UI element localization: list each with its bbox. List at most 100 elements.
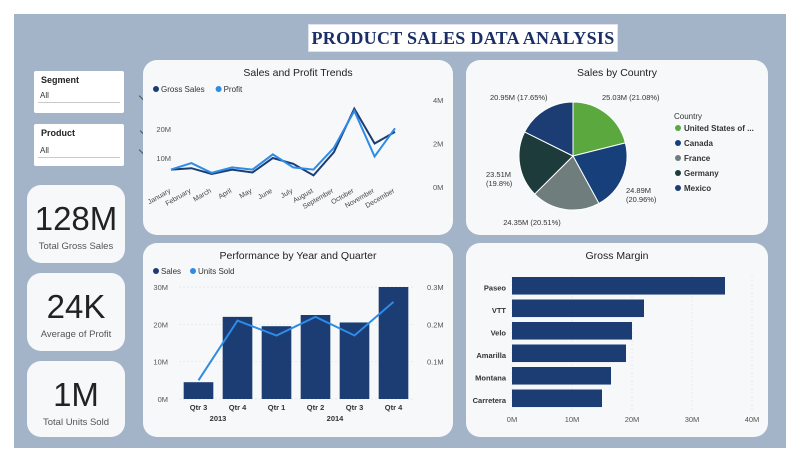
bar bbox=[222, 316, 253, 399]
y2-tick-label: 2M bbox=[433, 140, 443, 149]
margin-chart-panel[interactable]: Gross Margin 0M 10M 20M 30M 40M Paseo VTT Velo A… bbox=[466, 243, 768, 437]
x-tick-label: Qtr 3 bbox=[190, 403, 208, 412]
x-tick-label: June bbox=[257, 188, 274, 202]
pie-slice bbox=[572, 142, 628, 205]
legend-marker bbox=[153, 86, 159, 92]
pie-data-label: 20.95M (17.65%) bbox=[490, 93, 548, 102]
y-tick-label: 10M bbox=[153, 358, 168, 367]
bar bbox=[512, 277, 725, 295]
bar bbox=[183, 382, 214, 399]
legend-marker bbox=[215, 86, 222, 92]
pie-slice bbox=[533, 155, 600, 211]
bar bbox=[512, 322, 632, 340]
bar bbox=[378, 287, 409, 399]
product-slicer-label: Product bbox=[41, 128, 76, 138]
series-line bbox=[170, 106, 396, 177]
x-tick-label: April bbox=[217, 187, 233, 200]
segment-slicer[interactable]: Segment All bbox=[34, 71, 148, 113]
bar bbox=[512, 344, 626, 363]
y-tick-label: 0M bbox=[158, 395, 168, 404]
pie-data-label: 25.03M (21.08%) bbox=[602, 93, 660, 102]
legend-marker bbox=[675, 140, 681, 146]
trend-chart-panel[interactable]: Sales and Profit Trends Gross Sales Profi… bbox=[143, 60, 453, 235]
year-label: 2014 bbox=[327, 414, 345, 423]
x-tick-label: 30M bbox=[685, 415, 700, 424]
legend-label: Mexico bbox=[684, 184, 711, 193]
legend-label: Germany bbox=[684, 169, 719, 178]
segment-dropdown[interactable]: All bbox=[38, 89, 120, 103]
chart-title: Sales and Profit Trends bbox=[243, 67, 353, 79]
y-tick-label: Carretera bbox=[473, 396, 507, 405]
product-dropdown[interactable]: All bbox=[38, 144, 120, 158]
legend-label: Units Sold bbox=[198, 267, 234, 276]
chart-title: Sales by Country bbox=[577, 67, 657, 79]
pie-data-label: (19.8%) bbox=[486, 179, 513, 188]
x-tick-label: Qtr 3 bbox=[346, 403, 364, 412]
pie-slice bbox=[523, 101, 574, 157]
trend-chart: Gross Sales Profit10M20M0M2M4MJanuaryFebr… bbox=[147, 85, 443, 211]
x-tick-label: 10M bbox=[565, 415, 580, 424]
y2-tick-label: 0.1M bbox=[427, 358, 444, 367]
x-tick-label: March bbox=[192, 188, 212, 204]
y-tick-label: VTT bbox=[492, 306, 507, 315]
x-tick-label: Qtr 4 bbox=[229, 403, 247, 412]
y2-tick-label: 0M bbox=[433, 183, 443, 192]
y-tick-label: Paseo bbox=[484, 283, 507, 292]
pie-slice bbox=[572, 101, 626, 157]
x-tick-label: Qtr 4 bbox=[385, 403, 403, 412]
kpi-value: 128M bbox=[34, 200, 118, 237]
bar bbox=[261, 326, 292, 399]
y-tick-label: 30M bbox=[153, 283, 168, 292]
y2-tick-label: 0.2M bbox=[427, 320, 444, 329]
kpi-card-units: 1M Total Units Sold bbox=[27, 361, 125, 437]
pie-slice bbox=[518, 131, 574, 195]
legend-marker bbox=[675, 185, 681, 191]
y-tick-label: Montana bbox=[475, 373, 507, 382]
quarter-chart: Sales Units Sold 0M 10M 20M 30M 0.1M 0.2M 0.3M Qt… bbox=[153, 267, 444, 423]
chart-title: Performance by Year and Quarter bbox=[219, 250, 377, 262]
x-tick-label: May bbox=[238, 187, 253, 200]
x-tick-label: 0M bbox=[507, 415, 517, 424]
kpi-card-profit: 24K Average of Profit bbox=[27, 273, 125, 351]
kpi-caption: Total Gross Sales bbox=[38, 241, 114, 252]
margin-bar-chart: 0M 10M 20M 30M 40M Paseo VTT Velo Amarilla Montan… bbox=[473, 276, 760, 424]
pie-data-label: 24.89M bbox=[626, 186, 651, 195]
legend-label: France bbox=[684, 154, 711, 163]
bar bbox=[512, 389, 602, 408]
bar bbox=[300, 315, 331, 399]
legend-label: Gross Sales bbox=[161, 85, 205, 94]
legend-marker bbox=[675, 170, 681, 176]
bar bbox=[512, 299, 644, 318]
legend-marker bbox=[675, 125, 681, 131]
pie-data-label: 23.51M bbox=[486, 170, 511, 179]
y2-tick-label: 0.3M bbox=[427, 283, 444, 292]
legend-title: Country bbox=[674, 112, 702, 121]
x-tick-label: Qtr 2 bbox=[307, 403, 325, 412]
quarter-chart-panel[interactable]: Performance by Year and Quarter Sales Uni… bbox=[143, 243, 453, 437]
legend-marker bbox=[153, 268, 159, 274]
year-label: 2013 bbox=[210, 414, 227, 423]
x-tick-label: 40M bbox=[745, 415, 760, 424]
product-slicer[interactable]: Product All bbox=[34, 124, 149, 166]
country-pie-chart: 25.03M (21.08%) 24.89M(20.96%) 24.35M (20.… bbox=[486, 93, 754, 227]
kpi-caption: Total Units Sold bbox=[42, 417, 109, 428]
legend-label: Canada bbox=[684, 139, 713, 148]
pie-data-label: (20.96%) bbox=[626, 195, 657, 204]
x-tick-label: Qtr 1 bbox=[268, 403, 286, 412]
y2-tick-label: 4M bbox=[433, 96, 443, 105]
kpi-card-gross-sales: 128M Total Gross Sales bbox=[27, 185, 125, 263]
y-tick-label: 10M bbox=[156, 154, 171, 163]
kpi-value: 24K bbox=[46, 288, 106, 325]
legend-label: Sales bbox=[161, 267, 181, 276]
page-title: PRODUCT SALES DATA ANALYSIS bbox=[308, 24, 618, 52]
chart-title: Gross Margin bbox=[585, 250, 649, 262]
series-line bbox=[170, 108, 396, 174]
country-chart-panel[interactable]: Sales by Country 25.03M (21.08%) 24.89M (2… bbox=[466, 60, 768, 235]
x-tick-label: 20M bbox=[625, 415, 640, 424]
y-tick-label: Velo bbox=[491, 328, 507, 337]
kpi-value: 1M bbox=[53, 376, 99, 413]
bar bbox=[339, 322, 370, 399]
legend-label: Profit bbox=[224, 85, 243, 94]
legend-marker bbox=[675, 155, 681, 161]
units-line bbox=[197, 301, 395, 381]
